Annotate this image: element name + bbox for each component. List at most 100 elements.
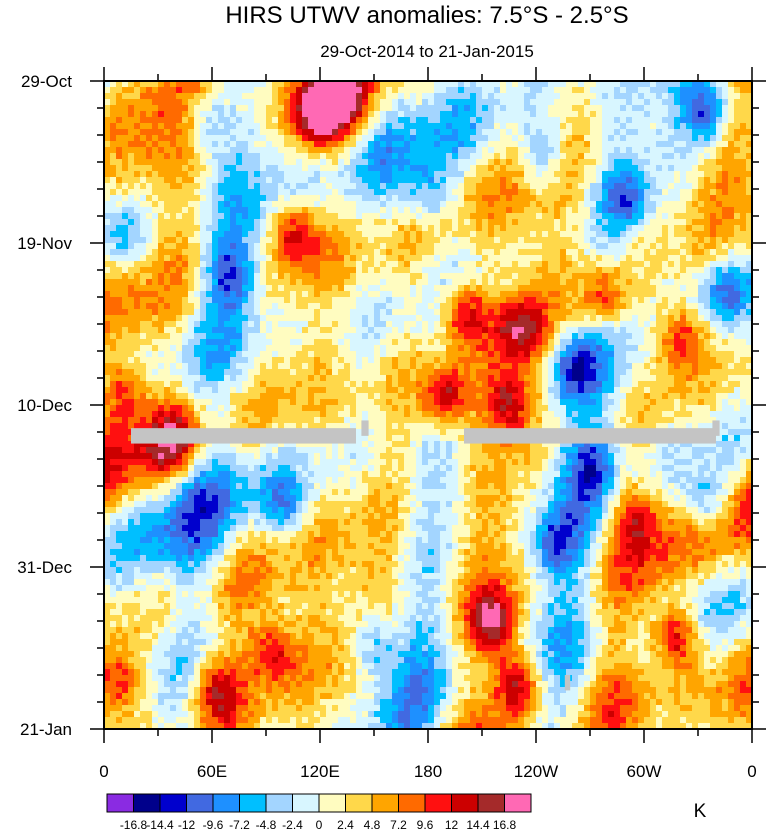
field-cell: [716, 117, 723, 124]
field-cell: [248, 153, 255, 160]
field-cell: [584, 99, 591, 106]
field-cell: [146, 201, 153, 208]
field-cell: [536, 171, 543, 178]
field-cell: [122, 225, 129, 232]
field-cell: [572, 177, 579, 184]
field-cell: [680, 141, 687, 148]
field-cell: [236, 315, 243, 322]
field-cell: [476, 213, 483, 220]
field-cell: [230, 147, 237, 154]
field-cell: [446, 219, 453, 226]
field-cell: [488, 207, 495, 214]
field-cell: [428, 177, 435, 184]
field-cell: [122, 345, 129, 352]
field-cell: [260, 87, 267, 94]
field-cell: [356, 153, 363, 160]
field-cell: [482, 135, 489, 142]
field-cell: [116, 219, 123, 226]
field-cell: [440, 279, 447, 286]
field-cell: [524, 345, 531, 352]
field-cell: [146, 351, 153, 358]
field-cell: [446, 183, 453, 190]
field-cell: [674, 273, 681, 280]
field-cell: [716, 213, 723, 220]
field-cell: [134, 321, 141, 328]
field-cell: [290, 105, 297, 112]
field-cell: [548, 171, 555, 178]
field-cell: [536, 93, 543, 100]
field-cell: [164, 195, 171, 202]
field-cell: [488, 285, 495, 292]
field-cell: [452, 297, 459, 304]
field-cell: [380, 225, 387, 232]
field-cell: [344, 327, 351, 334]
field-cell: [446, 129, 453, 136]
field-cell: [734, 195, 741, 202]
field-cell: [212, 261, 219, 268]
field-cell: [326, 111, 333, 118]
field-cell: [230, 93, 237, 100]
field-cell: [734, 141, 741, 148]
field-cell: [122, 291, 129, 298]
field-cell: [374, 291, 381, 298]
field-cell: [446, 159, 453, 166]
field-cell: [722, 93, 729, 100]
field-cell: [356, 243, 363, 250]
field-cell: [254, 327, 261, 334]
field-cell: [344, 171, 351, 178]
field-cell: [296, 141, 303, 148]
field-cell: [614, 237, 621, 244]
field-cell: [362, 117, 369, 124]
field-cell: [650, 333, 657, 340]
field-cell: [374, 327, 381, 334]
field-cell: [362, 321, 369, 328]
field-cell: [326, 159, 333, 166]
field-cell: [362, 267, 369, 274]
field-cell: [290, 141, 297, 148]
field-cell: [164, 141, 171, 148]
field-cell: [416, 141, 423, 148]
field-cell: [458, 267, 465, 274]
field-cell: [362, 351, 369, 358]
field-cell: [554, 273, 561, 280]
field-cell: [170, 297, 177, 304]
field-cell: [470, 99, 477, 106]
field-cell: [176, 213, 183, 220]
field-cell: [710, 219, 717, 226]
field-cell: [314, 249, 321, 256]
field-cell: [374, 267, 381, 274]
field-cell: [512, 249, 519, 256]
field-cell: [410, 327, 417, 334]
field-cell: [116, 177, 123, 184]
field-cell: [692, 123, 699, 130]
field-cell: [338, 333, 345, 340]
field-cell: [716, 105, 723, 112]
field-cell: [356, 291, 363, 298]
field-cell: [332, 315, 339, 322]
field-cell: [308, 99, 315, 106]
field-cell: [578, 243, 585, 250]
field-cell: [656, 147, 663, 154]
field-cell: [272, 351, 279, 358]
field-cell: [284, 279, 291, 286]
field-cell: [542, 111, 549, 118]
field-cell: [686, 153, 693, 160]
field-cell: [290, 135, 297, 142]
field-cell: [494, 231, 501, 238]
field-cell: [170, 345, 177, 352]
field-cell: [698, 129, 705, 136]
field-cell: [656, 93, 663, 100]
field-cell: [218, 183, 225, 190]
field-cell: [344, 99, 351, 106]
field-cell: [272, 153, 279, 160]
field-cell: [674, 315, 681, 322]
field-cell: [332, 147, 339, 154]
field-cell: [680, 117, 687, 124]
field-cell: [278, 303, 285, 310]
field-cell: [332, 243, 339, 250]
field-cell: [584, 177, 591, 184]
field-cell: [152, 195, 159, 202]
field-cell: [710, 345, 717, 352]
field-cell: [182, 309, 189, 316]
field-cell: [254, 159, 261, 166]
